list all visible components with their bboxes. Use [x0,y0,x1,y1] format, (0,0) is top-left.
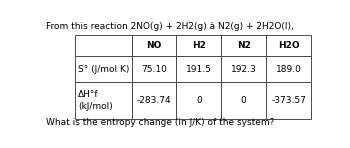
Text: -283.74: -283.74 [137,96,171,105]
Bar [266,56,311,82]
Text: 192.3: 192.3 [231,65,257,74]
Bar [132,35,176,56]
Text: S° (J/mol K): S° (J/mol K) [78,65,130,74]
Text: H2: H2 [192,41,206,50]
Text: NO: NO [146,41,162,50]
Bar [132,56,176,82]
Bar [266,82,311,119]
Bar [176,56,221,82]
Bar [75,35,132,56]
Bar [176,35,221,56]
Bar [221,56,266,82]
Text: 75.10: 75.10 [141,65,167,74]
Bar [75,56,132,82]
Text: N2: N2 [237,41,251,50]
Bar [221,82,266,119]
Text: 0: 0 [196,96,202,105]
Text: From this reaction 2NO(g) + 2H2(g) à N2(g) + 2H2O(l),: From this reaction 2NO(g) + 2H2(g) à N2(… [47,22,294,31]
Text: H2O: H2O [278,41,299,50]
Bar [266,35,311,56]
Text: 191.5: 191.5 [186,65,212,74]
Text: 0: 0 [241,96,246,105]
Bar [221,35,266,56]
Bar [75,82,132,119]
Text: What is the entropy change (in J/K) of the system?: What is the entropy change (in J/K) of t… [47,118,275,127]
Bar [132,82,176,119]
Text: 189.0: 189.0 [275,65,301,74]
Text: ΔH°f
(kJ/mol): ΔH°f (kJ/mol) [78,90,113,111]
Bar [176,82,221,119]
Text: -373.57: -373.57 [271,96,306,105]
